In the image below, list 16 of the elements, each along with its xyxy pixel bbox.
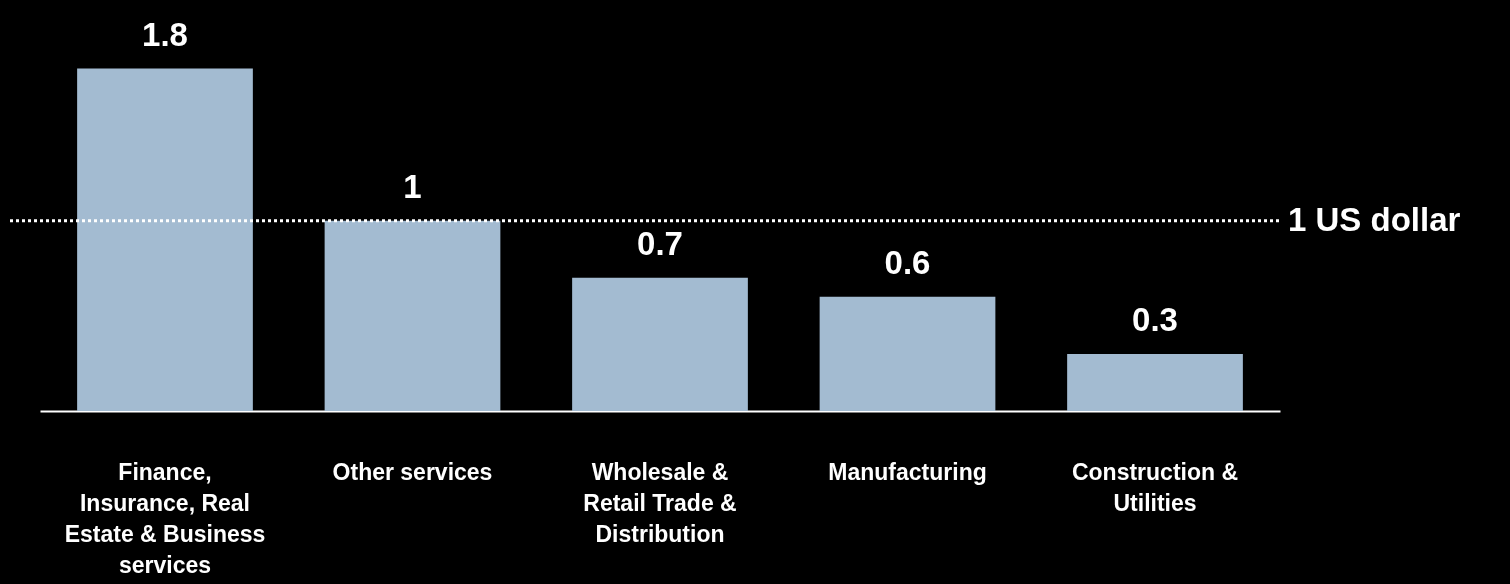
- x-tick-label: Wholesale & Retail Trade & Distribution: [583, 458, 737, 547]
- data-label: 0.7: [637, 224, 683, 262]
- bar: [77, 68, 253, 411]
- ref-line-label: 1 US dollar: [1288, 200, 1461, 238]
- x-tick-label: Manufacturing: [828, 458, 987, 485]
- data-label: 0.6: [884, 243, 931, 281]
- bar: [324, 220, 501, 411]
- x-tick-label: Finance, Insurance, Real Estate & Business services: [64, 458, 266, 578]
- x-tick-label: Construction & Utilities: [1071, 458, 1239, 516]
- data-label: 0.3: [1132, 300, 1178, 338]
- bar: [572, 277, 748, 411]
- bar: [819, 296, 996, 411]
- data-label: 1: [403, 167, 422, 205]
- data-label: 1.8: [142, 15, 188, 53]
- bar: [1067, 353, 1243, 411]
- x-tick-label: Other services: [332, 458, 493, 485]
